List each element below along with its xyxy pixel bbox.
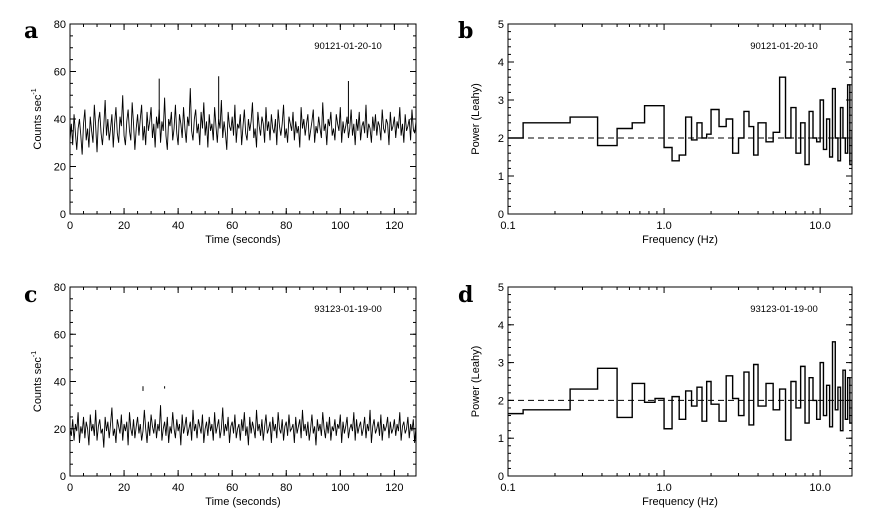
y-tick-label: 0 [498,471,504,483]
y-tick-label: 4 [498,57,504,69]
panel-letter: b [458,18,473,44]
y-tick-label: 20 [54,162,66,174]
x-axis-label: Time (seconds) [205,496,280,508]
x-tick-label: 120 [385,220,403,232]
y-tick-label: 2 [498,133,504,145]
panel-letter: c [24,282,37,308]
plot-frame [69,286,417,477]
y-tick-label: 0 [498,209,504,221]
panel-d: d 0 1 2 3 4 5 0.1 1.0 10.0 Frequency (Hz) Power (Le… [458,282,853,508]
y-axis-label-superscript: -1 [31,88,38,94]
y-axis-label-text: Counts sec [32,357,44,413]
x-tick-label: 0 [67,482,73,494]
y-tick-label: 2 [498,395,504,407]
y-tick-label: 1 [498,171,504,183]
y-tick-label: 0 [60,209,66,221]
panel-letter: a [24,18,38,44]
light-curve-line [70,405,416,448]
x-tick-label: 40 [172,220,184,232]
data-area [70,76,416,155]
y-tick-label: 3 [498,358,504,370]
x-tick-label: 1.0 [656,220,671,232]
x-tick-label: 80 [280,482,292,494]
x-tick-label: 120 [385,482,403,494]
y-tick-label: 60 [54,329,66,341]
x-tick-label: 100 [331,482,349,494]
x-tick-label: 80 [280,220,292,232]
y-axis-label: Counts sec-1 [31,351,44,412]
observation-id: 93123-01-19-00 [750,304,818,315]
y-tick-label: 60 [54,67,66,79]
data-area [70,386,416,448]
y-tick-label: 0 [60,471,66,483]
y-axis-label-text: Counts sec [32,94,44,150]
y-tick-label: 40 [54,114,66,126]
panel-letter: d [458,282,473,308]
observation-id: 90121-01-20-10 [750,41,818,52]
plot-frame [507,23,853,215]
x-tick-label: 100 [331,220,349,232]
y-tick-label: 5 [498,282,504,294]
y-axis-label-text: Power (Leahy) [470,83,482,155]
y-axis-label-superscript: -1 [31,351,38,357]
x-axis-label: Frequency (Hz) [642,234,718,246]
x-tick-label: 1.0 [656,482,671,494]
x-tick-label: 60 [226,482,238,494]
x-axis-label: Time (seconds) [205,234,280,246]
observation-id: 90121-01-20-10 [314,41,382,52]
y-tick-label: 40 [54,377,66,389]
y-tick-label: 80 [54,282,66,294]
x-tick-label: 10.0 [809,220,830,232]
y-axis-label-text: Power (Leahy) [470,346,482,418]
y-axis-label: Power (Leahy) [470,83,482,155]
x-tick-label: 0.1 [500,220,515,232]
y-tick-label: 80 [54,19,66,31]
y-axis-label: Power (Leahy) [470,346,482,418]
x-axis-label: Frequency (Hz) [642,496,718,508]
observation-id: 93123-01-19-00 [314,304,382,315]
panel-a: a 0 20 40 60 80 0 20 40 60 80 100 120 Time (seconds) C… [24,18,417,246]
y-tick-label: 4 [498,320,504,332]
x-tick-label: 0.1 [500,482,515,494]
power-spectrum-step [508,341,852,441]
panel-c: c 0 20 40 60 80 0 20 40 60 80 100 120 Time (seconds) C… [24,282,417,508]
x-tick-label: 20 [118,482,130,494]
y-tick-label: 1 [498,433,504,445]
x-tick-label: 40 [172,482,184,494]
panel-b: b 0 1 2 3 4 5 0.1 1.0 10.0 Frequency (Hz) Power (Le… [458,18,853,246]
y-axis-label: Counts sec-1 [31,88,44,149]
x-tick-label: 0 [67,220,73,232]
y-tick-label: 20 [54,424,66,436]
x-tick-label: 10.0 [809,482,830,494]
x-tick-label: 20 [118,220,130,232]
data-area [508,341,852,441]
y-tick-label: 3 [498,95,504,107]
power-spectrum-step [508,76,852,166]
x-tick-label: 60 [226,220,238,232]
data-area [508,76,852,166]
y-tick-label: 5 [498,19,504,31]
light-curve-line [70,88,416,155]
plot-frame [507,286,853,477]
